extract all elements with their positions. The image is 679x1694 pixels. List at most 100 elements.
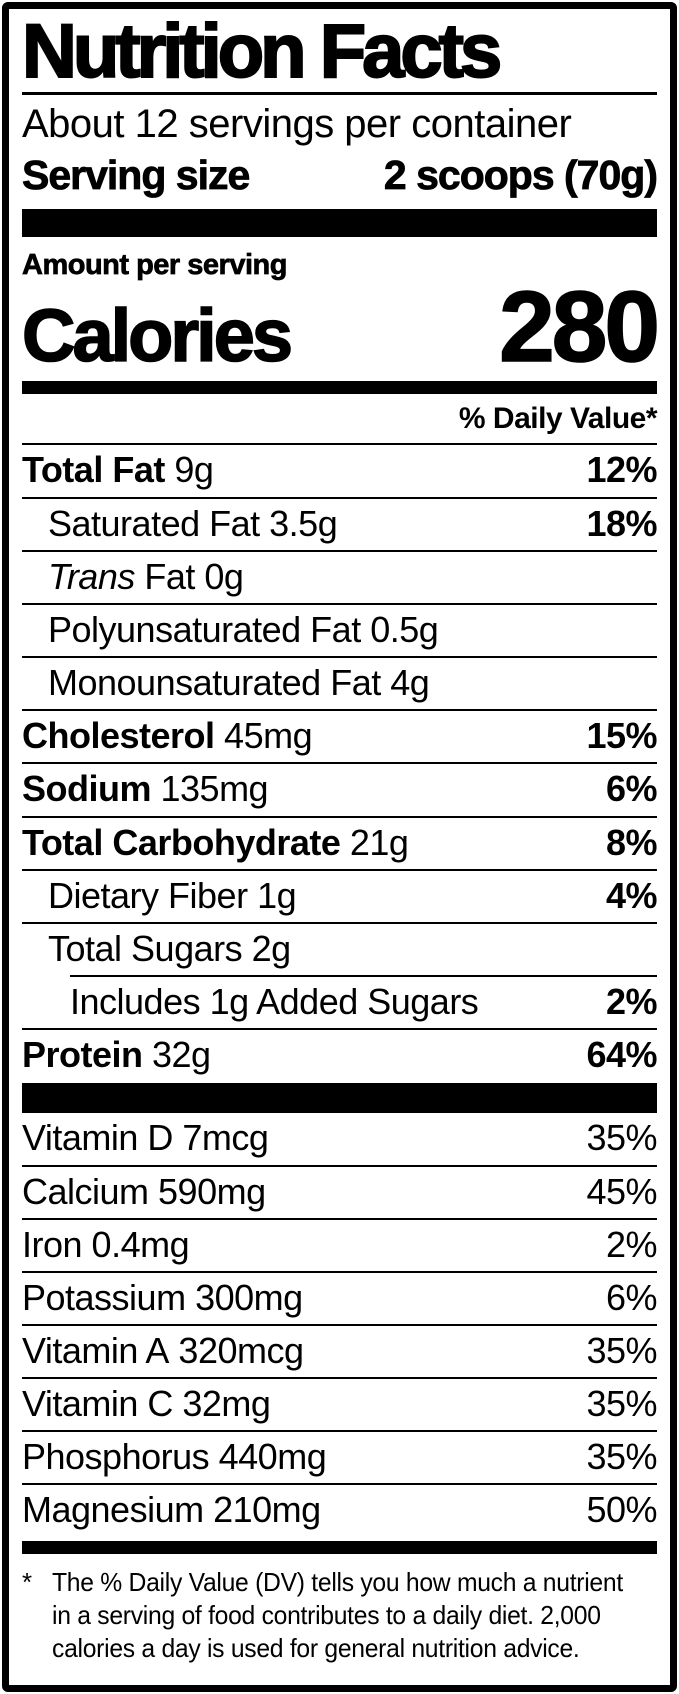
nutrient-amount: 440mg [209, 1436, 327, 1478]
nutrient-name: Iron [22, 1223, 83, 1265]
amount-per-serving-label: Amount per serving [22, 249, 288, 282]
nutrient-amount: 590mg [148, 1170, 266, 1212]
daily-value-header: % Daily Value* [458, 402, 658, 436]
nutrient-row: Total Sugars 2g [22, 921, 657, 975]
nutrient-row: Trans Fat 0g [22, 549, 657, 603]
nutrient-name-group: Monounsaturated Fat 4g [48, 662, 430, 704]
footnote-asterisk: * [22, 1566, 32, 1597]
nutrient-name: Polyunsaturated Fat [48, 608, 361, 650]
nutrient-row: Iron 0.4mg 2% [22, 1217, 658, 1271]
nutrient-name: Potassium [22, 1276, 186, 1318]
divider-bar-medium-calories [22, 381, 657, 395]
nutrient-dv: 35% [586, 1436, 657, 1478]
nutrient-name: Monounsaturated Fat [48, 662, 381, 704]
nutrient-amount: 1g [247, 874, 297, 916]
nutrient-name-group: Vitamin D 7mcg [22, 1117, 269, 1159]
nutrient-name: Vitamin A [22, 1329, 169, 1371]
nutrient-amount: 9g [164, 449, 214, 491]
calories-label: Calories [21, 294, 294, 378]
nutrient-name-group: Magnesium 210mg [22, 1491, 321, 1529]
nutrient-name-group: Phosphorus 440mg [22, 1436, 327, 1478]
nutrient-dv: 4% [605, 874, 658, 916]
nutrient-amount: 21g [340, 821, 409, 863]
nutrient-rows: Total Fat 9g 12% Saturated Fat 3.5g 18% … [22, 443, 658, 1081]
nutrient-row: Vitamin C 32mg 35% [22, 1377, 657, 1430]
nutrient-amount: 4g [380, 662, 430, 704]
nutrient-amount: 135mg [151, 768, 269, 810]
serving-size-label: Serving size [22, 152, 251, 199]
divider-bar-medium-bottom [22, 1540, 657, 1554]
nutrient-name-group: Trans Fat 0g [48, 555, 244, 597]
serving-size-value: 2 scoops (70g) [383, 152, 659, 199]
nutrient-name-group: Total Carbohydrate 21g [22, 821, 409, 863]
nutrient-name: Sodium [22, 768, 152, 810]
nutrient-dv: 18% [586, 502, 657, 544]
nutrient-dv: 15% [586, 715, 657, 757]
nutrient-name: Calcium [22, 1170, 149, 1212]
nutrient-name: Trans Fat [48, 555, 195, 597]
nutrient-amount: 0.5g [360, 608, 439, 650]
nutrient-amount: 32mg [172, 1383, 271, 1425]
nutrient-name: Magnesium [22, 1489, 204, 1531]
nutrient-name-group: Vitamin A 320mcg [22, 1329, 304, 1371]
nutrient-row: Saturated Fat 3.5g 18% [22, 496, 657, 550]
nutrient-dv: 6% [605, 768, 658, 810]
nutrient-dv: 35% [586, 1117, 657, 1159]
nutrient-amount: 300mg [185, 1276, 303, 1318]
nutrient-dv: 35% [586, 1383, 657, 1425]
nutrient-name-group: Saturated Fat 3.5g [48, 502, 338, 544]
nutrient-dv: 2% [605, 981, 658, 1023]
nutrient-row: Total Carbohydrate 21g 8% [22, 815, 658, 869]
nutrient-dv: 2% [605, 1223, 658, 1265]
nutrient-row: Magnesium 210mg 50% [22, 1483, 657, 1536]
micronutrient-rows: Vitamin D 7mcg 35% Calcium 590mg 45% Iro… [22, 1113, 658, 1536]
nutrient-dv: 64% [586, 1034, 657, 1076]
nutrient-name-group: Potassium 300mg [22, 1276, 303, 1318]
nutrient-name: Total Sugars [48, 927, 243, 969]
nutrient-row: Sodium 135mg 6% [22, 762, 658, 815]
nutrient-row: Cholesterol 45mg 15% [22, 709, 657, 762]
nutrient-row: Calcium 590mg 45% [22, 1164, 657, 1218]
title-divider [22, 92, 657, 96]
nutrient-name-group: Total Fat 9g [22, 449, 214, 491]
footnote-line: calories a day is used for general nutri… [52, 1633, 580, 1664]
nutrient-row: Includes 1g Added Sugars 2% [70, 975, 658, 1028]
nutrient-name-group: Vitamin C 32mg [22, 1383, 271, 1425]
nutrient-dv: 6% [605, 1276, 658, 1318]
nutrient-amount: 45mg [214, 715, 313, 757]
footnote: * The % Daily Value (DV) tells you how m… [22, 1554, 657, 1666]
servings-per-container: About 12 servings per container [22, 102, 572, 147]
nutrient-row: Polyunsaturated Fat 0.5g [22, 602, 657, 656]
nutrient-dv: 45% [586, 1170, 657, 1212]
nutrient-amount: 7mcg [172, 1117, 269, 1159]
nutrient-name: Total Fat [22, 449, 165, 491]
nutrient-row: Total Fat 9g 12% [22, 443, 657, 496]
footnote-line: The % Daily Value (DV) tells you how muc… [52, 1566, 623, 1597]
nutrient-name: Total Carbohydrate [22, 821, 341, 863]
nutrient-name-group: Polyunsaturated Fat 0.5g [48, 608, 439, 650]
divider-bar-thick-top [22, 209, 657, 238]
nutrient-row: Phosphorus 440mg 35% [22, 1430, 657, 1483]
nutrient-name: Saturated Fat [48, 502, 260, 544]
nutrient-amount: 0.4mg [82, 1223, 190, 1265]
nutrient-amount: 0g [194, 555, 244, 597]
nutrient-name: Dietary Fiber [48, 874, 248, 916]
serving-size-row: Serving size 2 scoops (70g) [22, 149, 659, 209]
nutrient-dv: 8% [605, 821, 658, 863]
nutrient-amount: 2g [242, 927, 292, 969]
footnote-line: in a serving of food contributes to a da… [52, 1599, 601, 1630]
nutrient-row: Potassium 300mg 6% [22, 1270, 658, 1324]
nutrient-name: Vitamin C [22, 1383, 173, 1425]
nutrient-name: Vitamin D [22, 1117, 173, 1159]
calories-row: Calories 280 [21, 277, 661, 379]
nutrient-row: Vitamin A 320mcg 35% [22, 1323, 657, 1377]
nutrient-name-group: Calcium 590mg [22, 1170, 266, 1212]
nutrient-name-group: Dietary Fiber 1g [48, 874, 297, 916]
nutrient-name-group: Cholesterol 45mg [22, 715, 313, 757]
nutrient-name: Cholesterol [22, 715, 215, 757]
nutrient-dv: 35% [586, 1329, 657, 1371]
nutrient-amount: 32g [142, 1034, 211, 1076]
nutrient-row: Monounsaturated Fat 4g [22, 656, 657, 709]
nutrient-name-group: Iron 0.4mg [22, 1223, 190, 1265]
